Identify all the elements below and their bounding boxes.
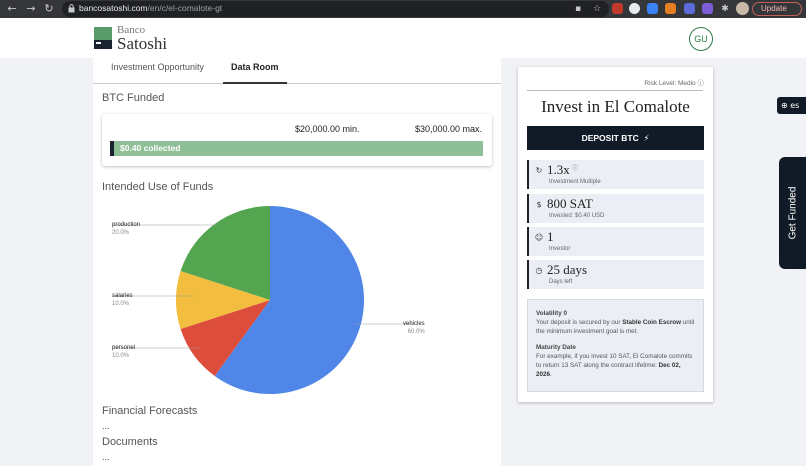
forward-icon[interactable]: →: [26, 2, 36, 15]
invest-title: Invest in El Comalote: [541, 97, 690, 116]
divider: [527, 90, 703, 91]
user-avatar[interactable]: GU: [689, 27, 713, 51]
extension-icon[interactable]: [647, 3, 658, 14]
stat-sub: Days left: [549, 279, 573, 285]
pie-label-salaries: salaries 10.0%: [112, 293, 133, 307]
extension-icon[interactable]: [702, 3, 713, 14]
address-bar[interactable]: bancosatoshi.com/en/c/el-comalote-gt ▪ ☆: [62, 1, 609, 17]
maturity-text: For example, if you invest 10 SAT, El Co…: [536, 353, 693, 378]
globe-icon: ⊕: [781, 101, 788, 110]
pie-label-personel: personel 10.0%: [112, 345, 136, 359]
site-header: Banco Satoshi GU: [0, 18, 806, 58]
extension-icon[interactable]: [612, 3, 623, 14]
get-funded-button[interactable]: Get Funded: [779, 157, 806, 269]
documents-content: ...: [102, 452, 110, 462]
pie-chart: [112, 206, 413, 395]
volatility-text: Your deposit is secured by our Stable Co…: [536, 319, 695, 335]
stat-value: 1.3x: [547, 162, 570, 177]
deposit-btc-button[interactable]: DEPOSIT BTC ⚡: [527, 126, 704, 150]
use-of-funds-title: Intended Use of Funds: [102, 181, 214, 193]
funded-card: $20,000.00 min. $30,000.00 max. $0.40 co…: [102, 114, 492, 166]
pie-label-production: production 20.0%: [112, 222, 141, 236]
update-button[interactable]: Update: [752, 2, 802, 16]
documents-title: Documents: [102, 436, 158, 448]
funding-max: $30,000.00 max.: [414, 124, 482, 134]
metamask-icon[interactable]: [665, 3, 676, 14]
browser-toolbar: ← → ↻ bancosatoshi.com/en/c/el-comalote-…: [0, 0, 806, 18]
reload-icon[interactable]: ↻: [44, 2, 54, 15]
stat-investors: ☺ 1 Investor: [527, 227, 704, 256]
stat-sub: Investment Multiple: [549, 179, 601, 185]
investment-info-box: Volatility 0 Your deposit is secured by …: [527, 299, 704, 392]
stat-value: 1: [547, 229, 554, 244]
bookmark-star-icon[interactable]: ☆: [592, 4, 602, 14]
tab-data-room[interactable]: Data Room: [231, 62, 279, 72]
url-text: bancosatoshi.com/en/c/el-comalote-gt: [79, 3, 223, 13]
logo-icon[interactable]: [94, 27, 112, 49]
stat-value: 800 SAT: [547, 196, 593, 211]
funding-min: $20,000.00 min.: [295, 124, 360, 134]
stat-sub: Investor: [549, 246, 571, 252]
investor-icon: ☺: [534, 233, 544, 242]
language-button[interactable]: ⊕ es: [777, 97, 806, 114]
use-of-funds-chart: production 20.0% salaries 10.0% personel 10…: [93, 196, 501, 396]
tab-bar: Investment Opportunity Data Room: [93, 58, 501, 84]
maturity-title: Maturity Date: [536, 344, 576, 351]
github-icon[interactable]: [629, 3, 640, 14]
main-panel: Investment Opportunity Data Room BTC Fun…: [93, 58, 501, 466]
stat-invested: $ 800 SAT Invested: $0.40 USD: [527, 194, 704, 223]
financial-forecasts-title: Financial Forecasts: [102, 405, 198, 417]
funding-progress-fill: [110, 141, 114, 156]
puzzle-icon[interactable]: ✱: [721, 4, 729, 14]
pie-slice-personel: [180, 300, 270, 377]
timer-icon: ◷: [535, 266, 543, 275]
info-icon[interactable]: ⓘ: [572, 165, 579, 172]
coins-icon: $: [536, 200, 542, 209]
stat-investment-multiple: ↻ 1.3x Investment Multiple ⓘ: [527, 160, 704, 189]
pie-slice-production: [180, 206, 270, 300]
stat-days-left: ◷ 25 days Days left: [527, 260, 704, 289]
pie-label-vehicles: vehicles 60.0%: [403, 321, 425, 335]
multiple-icon: ↻: [535, 166, 543, 175]
funding-progress-bar: $0.40 collected: [110, 141, 483, 156]
stat-sub: Invested: $0.40 USD: [549, 213, 605, 219]
logo-text-top: Banco: [117, 24, 146, 36]
financial-forecasts-content: ...: [102, 421, 110, 431]
invest-card: Risk Level: Medio ⓘ Invest in El Comalot…: [518, 67, 713, 402]
collected-label: $0.40 collected: [120, 143, 181, 153]
btc-funded-title: BTC Funded: [102, 92, 165, 104]
profile-avatar[interactable]: [736, 2, 749, 15]
logo-text-bottom: Satoshi: [117, 34, 168, 53]
lock-icon: [68, 4, 75, 13]
camera-icon[interactable]: ▪: [574, 4, 582, 14]
pie-slice-vehicles: [214, 206, 364, 395]
extension-icon[interactable]: [684, 3, 695, 14]
stat-value: 25 days: [547, 262, 588, 277]
active-tab-indicator: [223, 82, 287, 84]
back-icon[interactable]: ←: [7, 2, 17, 15]
risk-level: Risk Level: Medio ⓘ: [644, 79, 705, 87]
lightning-icon: ⚡: [643, 134, 650, 144]
pie-slice-salaries: [176, 270, 270, 330]
volatility-title: Volatility 0: [536, 310, 568, 317]
info-icon[interactable]: ⓘ: [697, 79, 705, 87]
tab-investment-opportunity[interactable]: Investment Opportunity: [111, 62, 205, 72]
